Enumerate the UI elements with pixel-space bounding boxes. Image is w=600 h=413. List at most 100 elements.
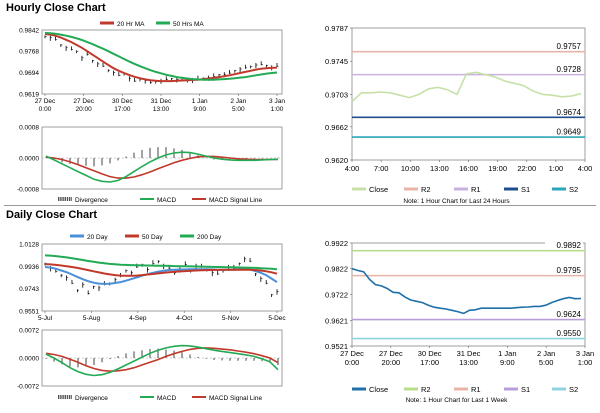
x-tick-label: 16:00: [459, 164, 478, 173]
y-tick-label: 0.9768: [19, 49, 39, 56]
x-tick-label: 31 Dec: [457, 349, 481, 358]
ma-line-20-hr-ma: [44, 33, 278, 83]
legend-label: Close: [369, 385, 388, 394]
x-tick-label-time: 1:00: [578, 358, 593, 367]
macd-signal-line: [45, 155, 278, 179]
y-tick-label: 0.9936: [19, 264, 39, 271]
pivot-label-bg: [545, 265, 583, 275]
y-tick-label: 0.0000: [19, 156, 39, 163]
x-tick-label-time: 13:00: [459, 358, 478, 367]
y-tick-label: 0.9551: [19, 309, 39, 316]
x-tick-label: 4:00: [578, 164, 593, 173]
ma-line-50-day: [44, 263, 278, 277]
y-tick-label: 0.9722: [325, 290, 348, 299]
pivot-label-r1: 0.9795: [557, 266, 582, 275]
x-tick-label: 4-Oct: [176, 315, 192, 322]
plot-frame: [41, 29, 283, 95]
plot-frame: [41, 243, 283, 312]
macd-line: [45, 344, 279, 377]
pivot-label-bg: [545, 127, 583, 137]
legend-label: MACD Signal Line: [209, 395, 262, 402]
legend-label: Divergence: [75, 395, 108, 402]
section-divider: [4, 205, 596, 206]
x-tick-label-time: 0:00: [39, 106, 52, 113]
y-tick-label: 0.9694: [19, 70, 39, 77]
pivot-label-s1: 0.9674: [557, 108, 582, 117]
pivot-label-s2: 0.9649: [557, 128, 582, 137]
legend-label: S1: [521, 385, 530, 394]
macd-line: [45, 151, 279, 183]
legend-label: R2: [421, 385, 431, 394]
legend-label: MACD: [157, 197, 176, 204]
pivot-label-bg: [545, 328, 583, 338]
close-line: [351, 267, 582, 315]
x-tick-label: 27 Dec: [340, 349, 364, 358]
y-tick-label: 0.9842: [19, 28, 39, 35]
hourly-macd-chart: 0.0008 0.0000 -0.0008 Divergence MACD MACD Si…: [17, 125, 283, 204]
y-tick-label: 0.9743: [19, 286, 39, 293]
x-tick-label: 7:00: [374, 164, 389, 173]
x-tick-label: 5-Dec: [268, 315, 286, 322]
legend-label: R1: [471, 185, 481, 194]
pivot-label-bg: [545, 107, 583, 117]
y-tick-label: 0.9521: [325, 342, 348, 351]
close-line: [351, 71, 582, 103]
x-tick-label: 22:00: [517, 164, 536, 173]
x-tick-label: 3 Jan: [576, 349, 594, 358]
pivot-label-r2: 0.9757: [557, 42, 582, 51]
x-tick-label-time: 5:00: [539, 358, 554, 367]
legend-label: Divergence: [75, 197, 108, 204]
y-tick-label: 0.9620: [325, 156, 348, 165]
x-tick-label: 31 Dec: [151, 98, 172, 105]
x-tick-label: 5-Nov: [222, 315, 240, 322]
x-tick-label: 27 Dec: [379, 349, 403, 358]
x-tick-label: 3 Jan: [269, 98, 285, 105]
legend-label: MACD: [157, 395, 176, 402]
y-tick-label: 0.0008: [19, 125, 39, 132]
pivot-label-s1: 0.9624: [557, 310, 582, 319]
daily-macd-chart: 0.0072 0.0000 -0.0072 Divergence MACD MACD Si…: [17, 328, 283, 402]
legend-label: R1: [471, 385, 481, 394]
x-tick-label: 27 Dec: [35, 98, 56, 105]
y-tick-label: 0.9662: [325, 123, 348, 132]
pivot-label-r1: 0.9728: [557, 65, 582, 74]
x-tick-label-time: 20:00: [76, 106, 93, 113]
x-tick-label-time: 9:00: [193, 106, 206, 113]
x-tick-label: 4-Sep: [129, 315, 147, 322]
x-tick-label: 5-Jul: [38, 315, 53, 322]
x-tick-label: 30 Dec: [112, 98, 133, 105]
legend-label: S2: [569, 385, 578, 394]
ma-line-200-day: [44, 254, 278, 271]
daily-section-title: Daily Close Chart: [6, 209, 98, 221]
x-tick-label-time: 20:00: [381, 358, 400, 367]
legend-label: Close: [369, 185, 388, 194]
legend-label: R2: [421, 185, 431, 194]
y-tick-label: 0.0000: [19, 356, 39, 363]
y-tick-label: 0.0072: [19, 328, 39, 335]
x-tick-label-time: 1:00: [271, 106, 284, 113]
x-tick-label-time: 13:00: [153, 106, 170, 113]
legend-label: S2: [569, 185, 578, 194]
pivot-label-bg: [545, 240, 583, 250]
pivot-label-s2: 0.9550: [557, 329, 582, 338]
y-tick-label: 0.9922: [325, 239, 348, 248]
legend-label: 200 Day: [197, 234, 222, 241]
y-tick-label: -0.0072: [17, 384, 39, 391]
x-tick-label: 5-Aug: [83, 315, 101, 322]
y-tick-label: 1.0128: [19, 242, 39, 249]
x-tick-label-time: 17:00: [114, 106, 131, 113]
x-tick-label: 2 Jan: [230, 98, 246, 105]
x-tick-label-time: 0:00: [345, 358, 360, 367]
x-tick-label: 2 Jan: [537, 349, 555, 358]
legend-label: S1: [521, 185, 530, 194]
legend-label: 20 Day: [87, 234, 108, 241]
legend-label: 50 Day: [142, 234, 163, 241]
daily-price-chart: 20 Day 50 Day 200 Day 1.0128 0.9936 0.9743 0.9…: [19, 234, 286, 322]
legend-label: 20 Hr MA: [117, 21, 145, 28]
x-tick-label-time: 17:00: [420, 358, 439, 367]
pivot-label-bg: [545, 64, 583, 74]
y-tick-label: -0.0008: [17, 187, 39, 194]
x-tick-label: 1:00: [549, 164, 564, 173]
